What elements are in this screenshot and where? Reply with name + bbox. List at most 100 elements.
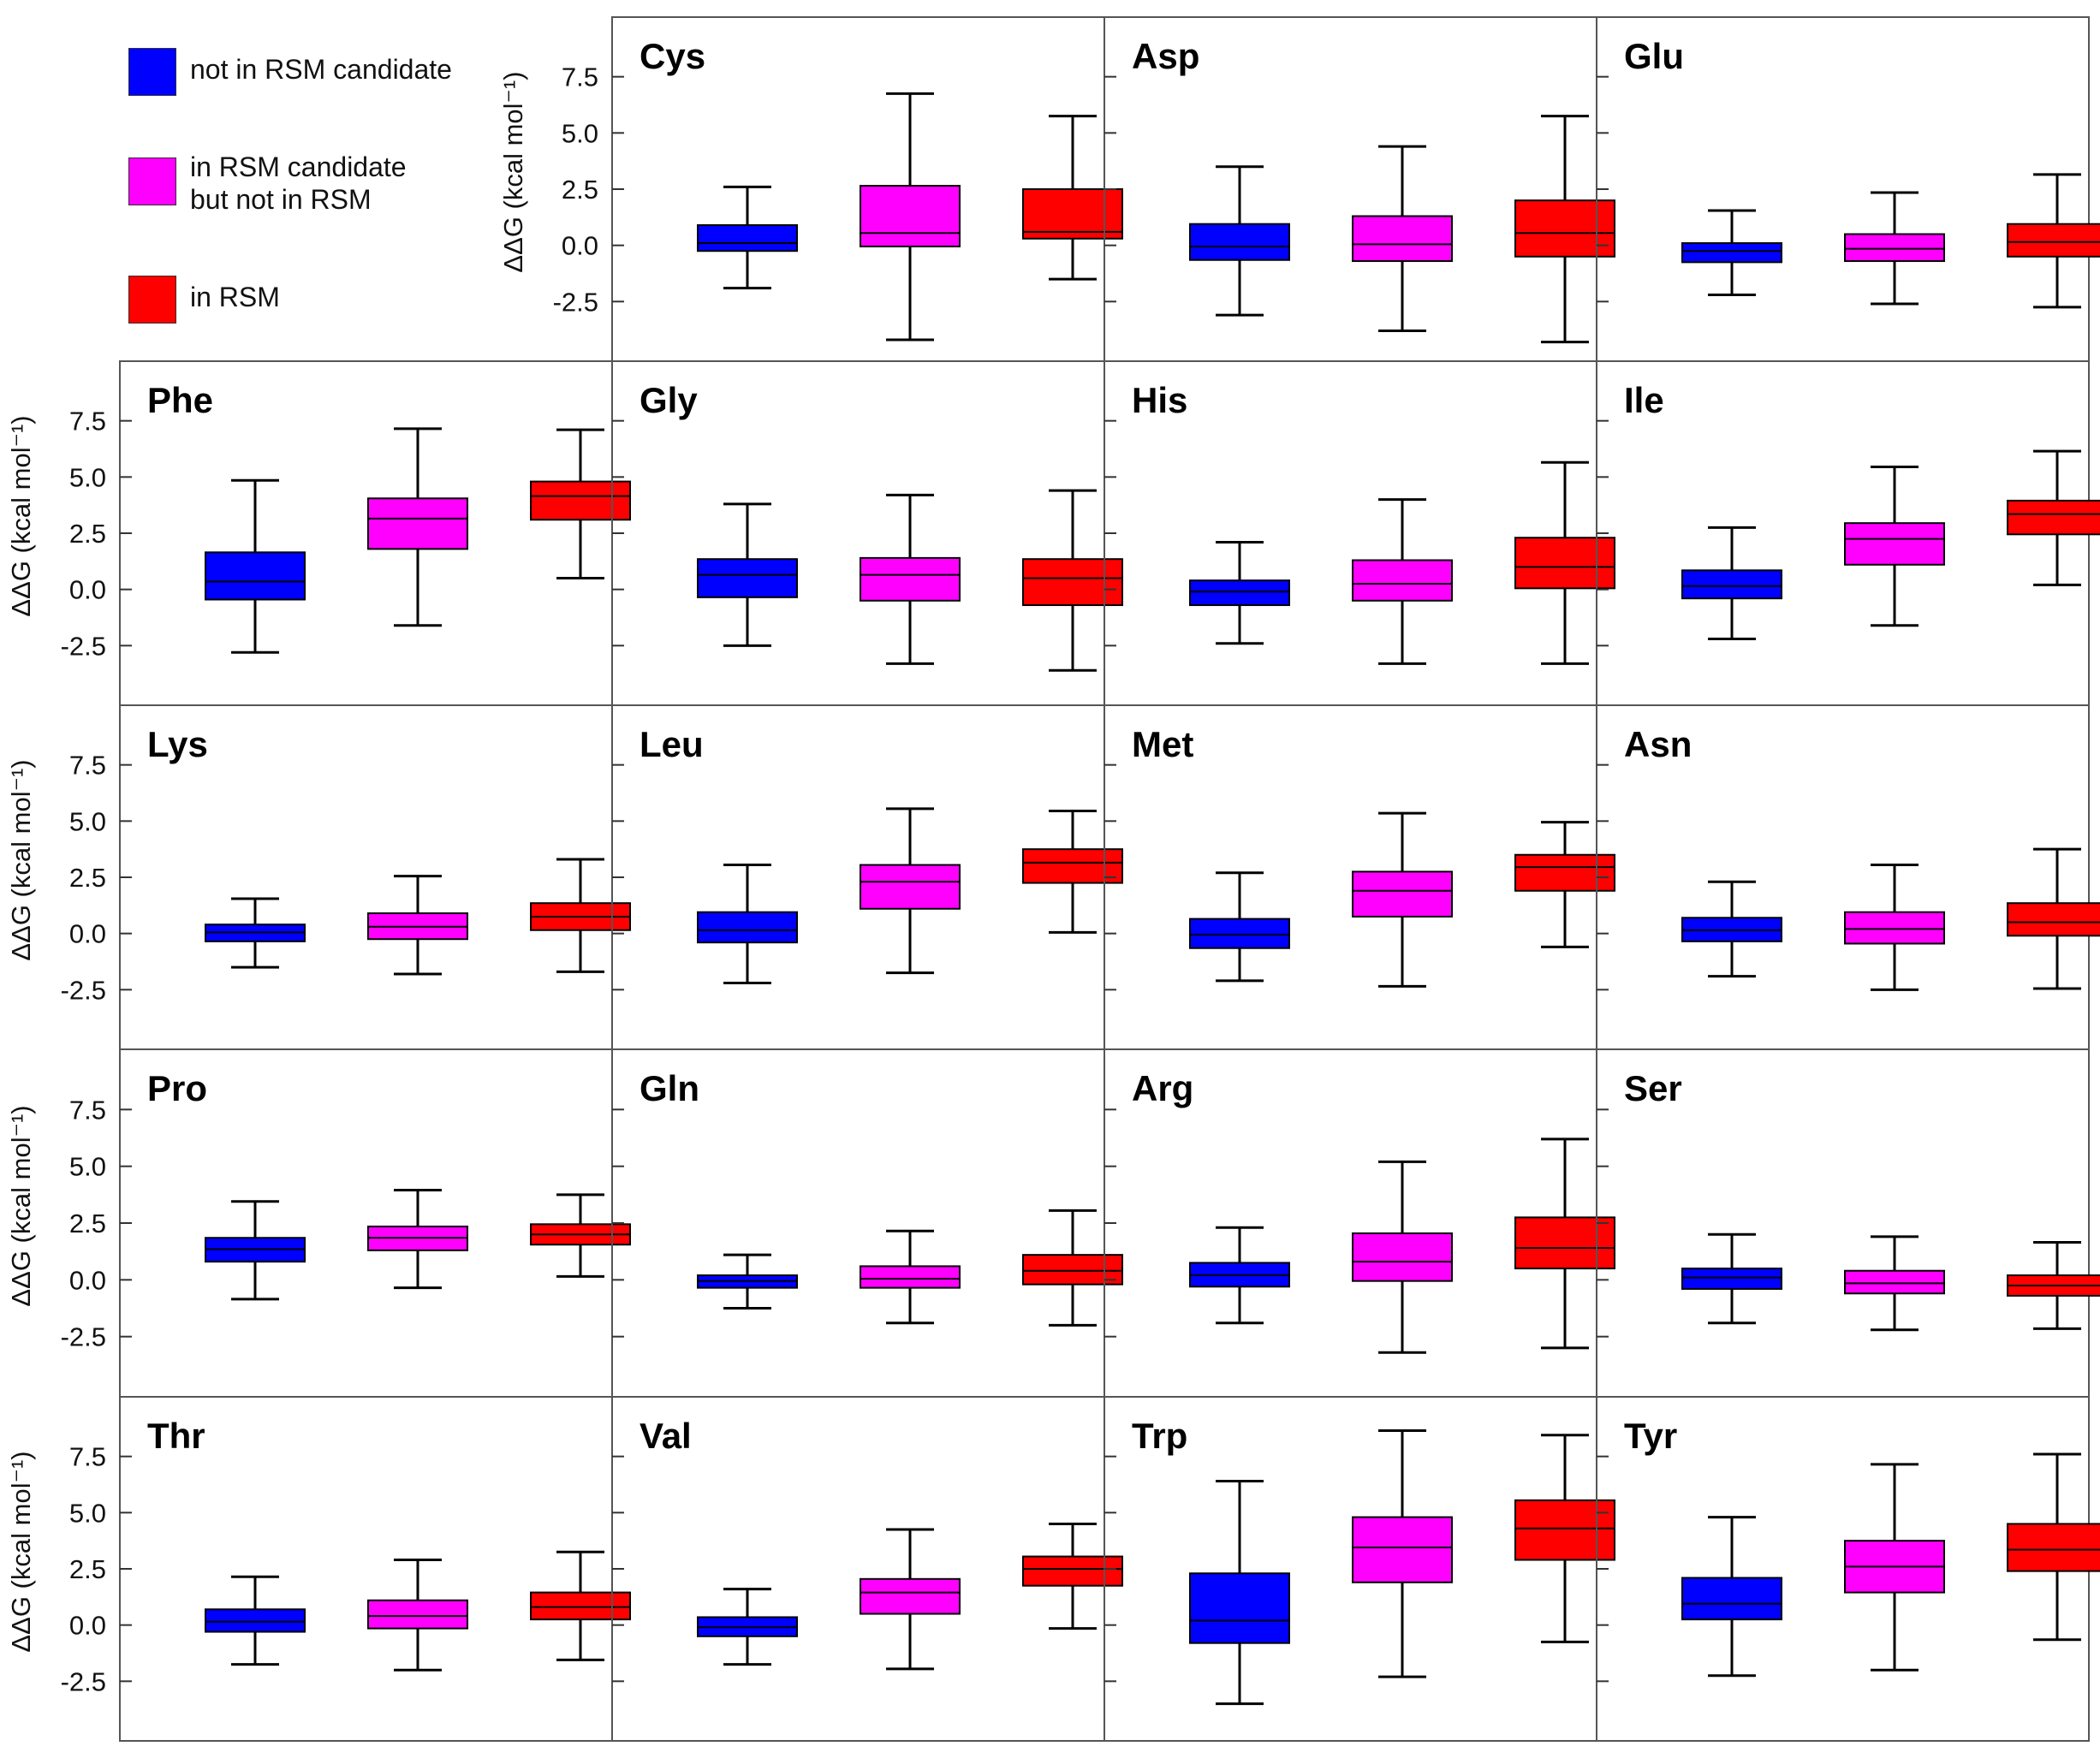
panel-title: Trp <box>1132 1416 1187 1456</box>
box-in-rsm <box>530 1591 631 1621</box>
y-tick-label: 5.0 <box>562 118 598 148</box>
box-not-in-rsm-candidate <box>1189 223 1290 261</box>
y-tick-label: 5.0 <box>69 1152 106 1182</box>
y-tick-label: -2.5 <box>61 631 106 661</box>
y-tick-label: 7.5 <box>69 1442 106 1472</box>
y-tick-label: 7.5 <box>69 751 106 781</box>
box-in-rsm <box>1022 558 1123 607</box>
y-tick-label: 0.0 <box>69 919 106 949</box>
panel-title: Phe <box>147 380 213 420</box>
legend-swatch-magenta <box>128 157 176 205</box>
legend-label: not in RSM candidate <box>190 54 452 85</box>
y-tick-label: 2.5 <box>69 519 106 549</box>
y-axis-label: ΔΔG (kcal mol⁻¹) <box>6 1105 36 1306</box>
box-in-rsm <box>1022 188 1123 240</box>
legend-item-not-in-rsm-candidate: not in RSM candidate <box>128 48 452 96</box>
y-tick-label: 0.0 <box>562 231 598 261</box>
box-not-in-rsm-candidate <box>697 224 798 252</box>
box-in-rsm-candidate-but-not-in-rsm <box>367 1599 468 1630</box>
box-in-rsm-candidate-but-not-in-rsm <box>1844 911 1945 945</box>
y-tick-label: 5.0 <box>69 1498 106 1528</box>
box-in-rsm-candidate-but-not-in-rsm <box>1352 870 1453 918</box>
y-tick-label: 2.5 <box>69 1209 106 1238</box>
y-tick-label: -2.5 <box>553 287 598 317</box>
box-not-in-rsm-candidate <box>1681 242 1782 264</box>
y-tick-label: -2.5 <box>61 975 106 1005</box>
y-tick-label: 7.5 <box>69 1095 106 1125</box>
panel-title: Ile <box>1624 380 1664 420</box>
box-in-rsm <box>2007 499 2100 536</box>
y-axis-label: ΔΔG (kcal mol⁻¹) <box>6 1451 36 1652</box>
box-not-in-rsm-candidate <box>205 1608 306 1633</box>
box-in-rsm-candidate-but-not-in-rsm <box>367 497 468 550</box>
y-tick-label: 2.5 <box>69 863 106 893</box>
legend-swatch-blue <box>128 48 176 96</box>
legend-swatch-red <box>128 276 176 324</box>
y-axis-label: ΔΔG (kcal mol⁻¹) <box>6 759 36 960</box>
panel-title: Arg <box>1132 1068 1193 1108</box>
y-tick-label: 7.5 <box>69 407 106 437</box>
legend-item-in-rsm: in RSM <box>128 276 280 324</box>
box-in-rsm <box>1514 853 1615 892</box>
box-in-rsm-candidate-but-not-in-rsm <box>860 556 961 602</box>
y-tick-label: 7.5 <box>562 62 598 92</box>
y-tick-label: 5.0 <box>69 806 106 836</box>
panel-title: Tyr <box>1624 1416 1677 1456</box>
panel-title: Asn <box>1624 724 1692 764</box>
box-in-rsm <box>1514 199 1615 258</box>
panel-title: Pro <box>147 1068 207 1108</box>
panel-title: Val <box>640 1416 692 1456</box>
box-in-rsm <box>1514 537 1615 590</box>
y-tick-label: -2.5 <box>61 1322 106 1352</box>
panel-title: Met <box>1132 724 1193 764</box>
y-tick-label: 0.0 <box>69 1265 106 1295</box>
panel-title: Lys <box>147 724 208 764</box>
box-in-rsm <box>1514 1499 1615 1561</box>
box-not-in-rsm-candidate <box>1681 569 1782 600</box>
legend-label: in RSM <box>190 282 280 312</box>
y-tick-label: -2.5 <box>61 1666 106 1696</box>
box-not-in-rsm-candidate <box>1189 1572 1290 1644</box>
panel-title: Thr <box>147 1416 205 1456</box>
y-axis-label: ΔΔG (kcal mol⁻¹) <box>498 71 528 272</box>
box-in-rsm-candidate-but-not-in-rsm <box>860 185 961 247</box>
box-in-rsm <box>530 480 631 521</box>
box-in-rsm <box>1022 1555 1123 1587</box>
box-in-rsm-candidate-but-not-in-rsm <box>860 864 961 910</box>
y-tick-label: 0.0 <box>69 1611 106 1641</box>
box-not-in-rsm-candidate <box>1189 579 1290 607</box>
box-in-rsm <box>2007 223 2100 258</box>
legend-item-in-rsm-candidate-not-in-rsm: in RSM candidate but not in RSM <box>128 151 407 216</box>
legend: not in RSM candidate in RSM candidate bu… <box>128 45 488 336</box>
box-not-in-rsm-candidate <box>697 911 798 944</box>
y-axis-label: ΔΔG (kcal mol⁻¹) <box>6 415 36 616</box>
box-not-in-rsm-candidate <box>1189 918 1290 949</box>
box-in-rsm-candidate-but-not-in-rsm <box>1844 522 1945 566</box>
y-tick-label: 0.0 <box>69 575 106 605</box>
box-in-rsm-candidate-but-not-in-rsm <box>1352 215 1453 263</box>
panel-title: Asp <box>1132 36 1199 76</box>
y-tick-label: 2.5 <box>562 175 598 205</box>
panel-title: Gln <box>640 1068 699 1108</box>
box-not-in-rsm-candidate <box>205 551 306 601</box>
y-tick-label: 5.0 <box>69 462 106 492</box>
box-in-rsm <box>2007 902 2100 937</box>
panel-title: Ser <box>1624 1068 1682 1108</box>
box-not-in-rsm-candidate <box>697 558 798 598</box>
box-in-rsm <box>2007 1523 2100 1572</box>
box-in-rsm-candidate-but-not-in-rsm <box>1352 559 1453 602</box>
box-in-rsm-candidate-but-not-in-rsm <box>1352 1516 1453 1583</box>
box-in-rsm-candidate-but-not-in-rsm <box>860 1577 961 1615</box>
panel-title: Cys <box>640 36 705 76</box>
box-in-rsm-candidate-but-not-in-rsm <box>1844 1269 1945 1295</box>
panel-title: Leu <box>640 724 704 764</box>
box-in-rsm-candidate-but-not-in-rsm <box>860 1265 961 1289</box>
panel-title: Gly <box>640 380 698 420</box>
box-in-rsm-candidate-but-not-in-rsm <box>1352 1232 1453 1282</box>
y-tick-label: 2.5 <box>69 1554 106 1584</box>
panel-title: His <box>1132 380 1187 420</box>
box-not-in-rsm-candidate <box>1681 1268 1782 1290</box>
box-in-rsm <box>1514 1216 1615 1270</box>
panel-title: Glu <box>1624 36 1684 76</box>
